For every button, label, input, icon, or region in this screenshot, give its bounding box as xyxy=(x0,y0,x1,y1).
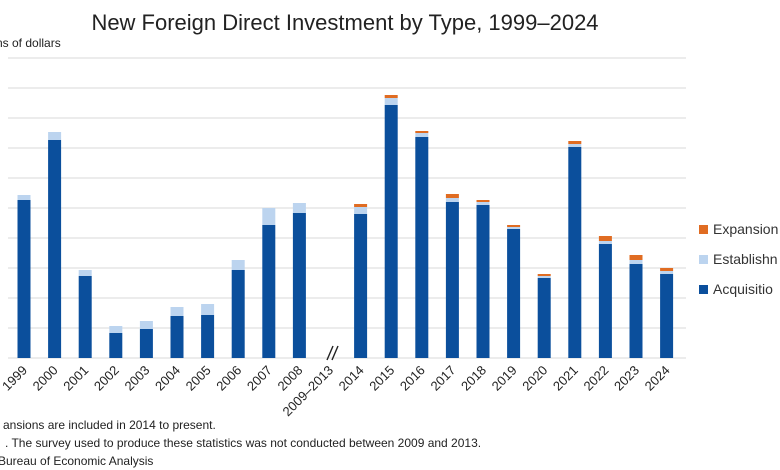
bar-expansions-2023 xyxy=(629,255,643,260)
bar-acquisitions-2003 xyxy=(139,329,153,358)
bar-establishments-2004 xyxy=(170,307,184,316)
bar-establishments-1999 xyxy=(17,195,31,200)
x-tick-label: 2019 xyxy=(489,363,520,394)
y-axis-unit-label: ns of dollars xyxy=(0,36,61,50)
bar-acquisitions-2005 xyxy=(201,315,215,358)
bar-acquisitions-2007 xyxy=(262,225,276,358)
bar-acquisitions-2014 xyxy=(354,214,368,358)
bar-expansions-2021 xyxy=(568,141,582,144)
bar-expansions-2019 xyxy=(507,225,521,227)
bar-expansions-2022 xyxy=(598,236,612,241)
bar-acquisitions-2023 xyxy=(629,264,643,358)
bar-acquisitions-2000 xyxy=(48,140,62,358)
bar-acquisitions-1999 xyxy=(17,200,31,358)
bar-expansions-2024 xyxy=(660,268,674,271)
x-tick-label: 2007 xyxy=(244,363,275,394)
bar-establishments-2020 xyxy=(537,276,551,278)
x-tick-label: 2005 xyxy=(183,363,214,394)
bar-acquisitions-2001 xyxy=(78,276,92,358)
x-tick-label: 2016 xyxy=(397,363,428,394)
bar-acquisitions-2024 xyxy=(660,274,674,358)
x-tick-label: 2018 xyxy=(458,363,489,394)
bar-establishments-2021 xyxy=(568,144,582,147)
legend: Expansion Establishn Acquisitio xyxy=(699,221,778,297)
bar-establishments-2005 xyxy=(201,304,215,315)
legend-label-expansions: Expansion xyxy=(713,221,778,237)
x-tick-label: 2001 xyxy=(60,363,91,394)
x-tick-label: 2004 xyxy=(152,363,183,394)
axis-break-marker xyxy=(326,345,339,361)
legend-swatch-acquisitions xyxy=(699,285,708,294)
footnote: Bureau of Economic Analysis xyxy=(0,454,153,468)
bar-acquisitions-2018 xyxy=(476,205,490,358)
bar-establishments-2008 xyxy=(292,203,306,213)
bar-acquisitions-2019 xyxy=(507,229,521,358)
bar-acquisitions-2002 xyxy=(109,333,123,358)
bar-expansions-2014 xyxy=(354,204,368,207)
legend-swatch-establishments xyxy=(699,255,708,264)
bar-establishments-2006 xyxy=(231,260,245,270)
chart-title: New Foreign Direct Investment by Type, 1… xyxy=(91,10,598,35)
x-tick-labels: 1999 2000 2001 2002 2003 2004 2005 2006 2007 2008… xyxy=(0,363,673,420)
x-tick-label: 1999 xyxy=(0,363,30,394)
x-tick-label: 2020 xyxy=(519,363,550,394)
bar-establishments-2000 xyxy=(48,132,62,140)
bar-acquisitions-2008 xyxy=(292,213,306,358)
bar-expansions-2017 xyxy=(445,194,459,198)
bar-acquisitions-2020 xyxy=(537,278,551,358)
bar-establishments-2003 xyxy=(139,321,153,329)
bar-establishments-2018 xyxy=(476,202,490,205)
footnote: . The survey used to produce these stati… xyxy=(5,436,481,450)
x-tick-label: 2022 xyxy=(580,363,611,394)
bars xyxy=(17,95,674,358)
bar-expansions-2016 xyxy=(415,131,429,133)
legend-swatch-expansions xyxy=(699,225,708,234)
footnotes: ansions are included in 2014 to present.… xyxy=(0,418,481,468)
x-tick-label: 2006 xyxy=(213,363,244,394)
bar-establishments-2024 xyxy=(660,271,674,274)
bar-acquisitions-2021 xyxy=(568,147,582,358)
bar-establishments-2015 xyxy=(384,98,398,105)
bar-establishments-2002 xyxy=(109,326,123,333)
footnote: ansions are included in 2014 to present. xyxy=(3,418,216,432)
legend-label-establishments: Establishn xyxy=(713,251,778,267)
bar-acquisitions-2022 xyxy=(598,244,612,358)
bar-establishments-2022 xyxy=(598,241,612,244)
x-tick-label: 2002 xyxy=(91,363,122,394)
x-tick-label: 2014 xyxy=(336,363,367,394)
x-tick-label: 2015 xyxy=(366,363,397,394)
bar-acquisitions-2015 xyxy=(384,105,398,358)
bar-acquisitions-2006 xyxy=(231,270,245,358)
bar-expansions-2015 xyxy=(384,95,398,98)
x-tick-label: 2023 xyxy=(611,363,642,394)
bar-establishments-2019 xyxy=(507,227,521,229)
x-tick-label: 2021 xyxy=(550,363,581,394)
legend-label-acquisitions: Acquisitio xyxy=(713,281,773,297)
x-tick-label: 2024 xyxy=(642,363,673,394)
bar-establishments-2001 xyxy=(78,270,92,276)
bar-establishments-2014 xyxy=(354,207,368,214)
bar-expansions-2020 xyxy=(537,274,551,276)
bar-establishments-2016 xyxy=(415,133,429,137)
bar-acquisitions-2004 xyxy=(170,316,184,358)
bar-acquisitions-2017 xyxy=(445,202,459,358)
x-tick-label: 2017 xyxy=(427,363,458,394)
x-tick-label: 2003 xyxy=(121,363,152,394)
bar-establishments-2023 xyxy=(629,260,643,264)
x-tick-label: 2000 xyxy=(30,363,61,394)
bar-establishments-2017 xyxy=(445,198,459,202)
bar-establishments-2007 xyxy=(262,208,276,225)
gridlines xyxy=(8,57,686,359)
bar-expansions-2018 xyxy=(476,200,490,202)
bar-acquisitions-2016 xyxy=(415,137,429,358)
